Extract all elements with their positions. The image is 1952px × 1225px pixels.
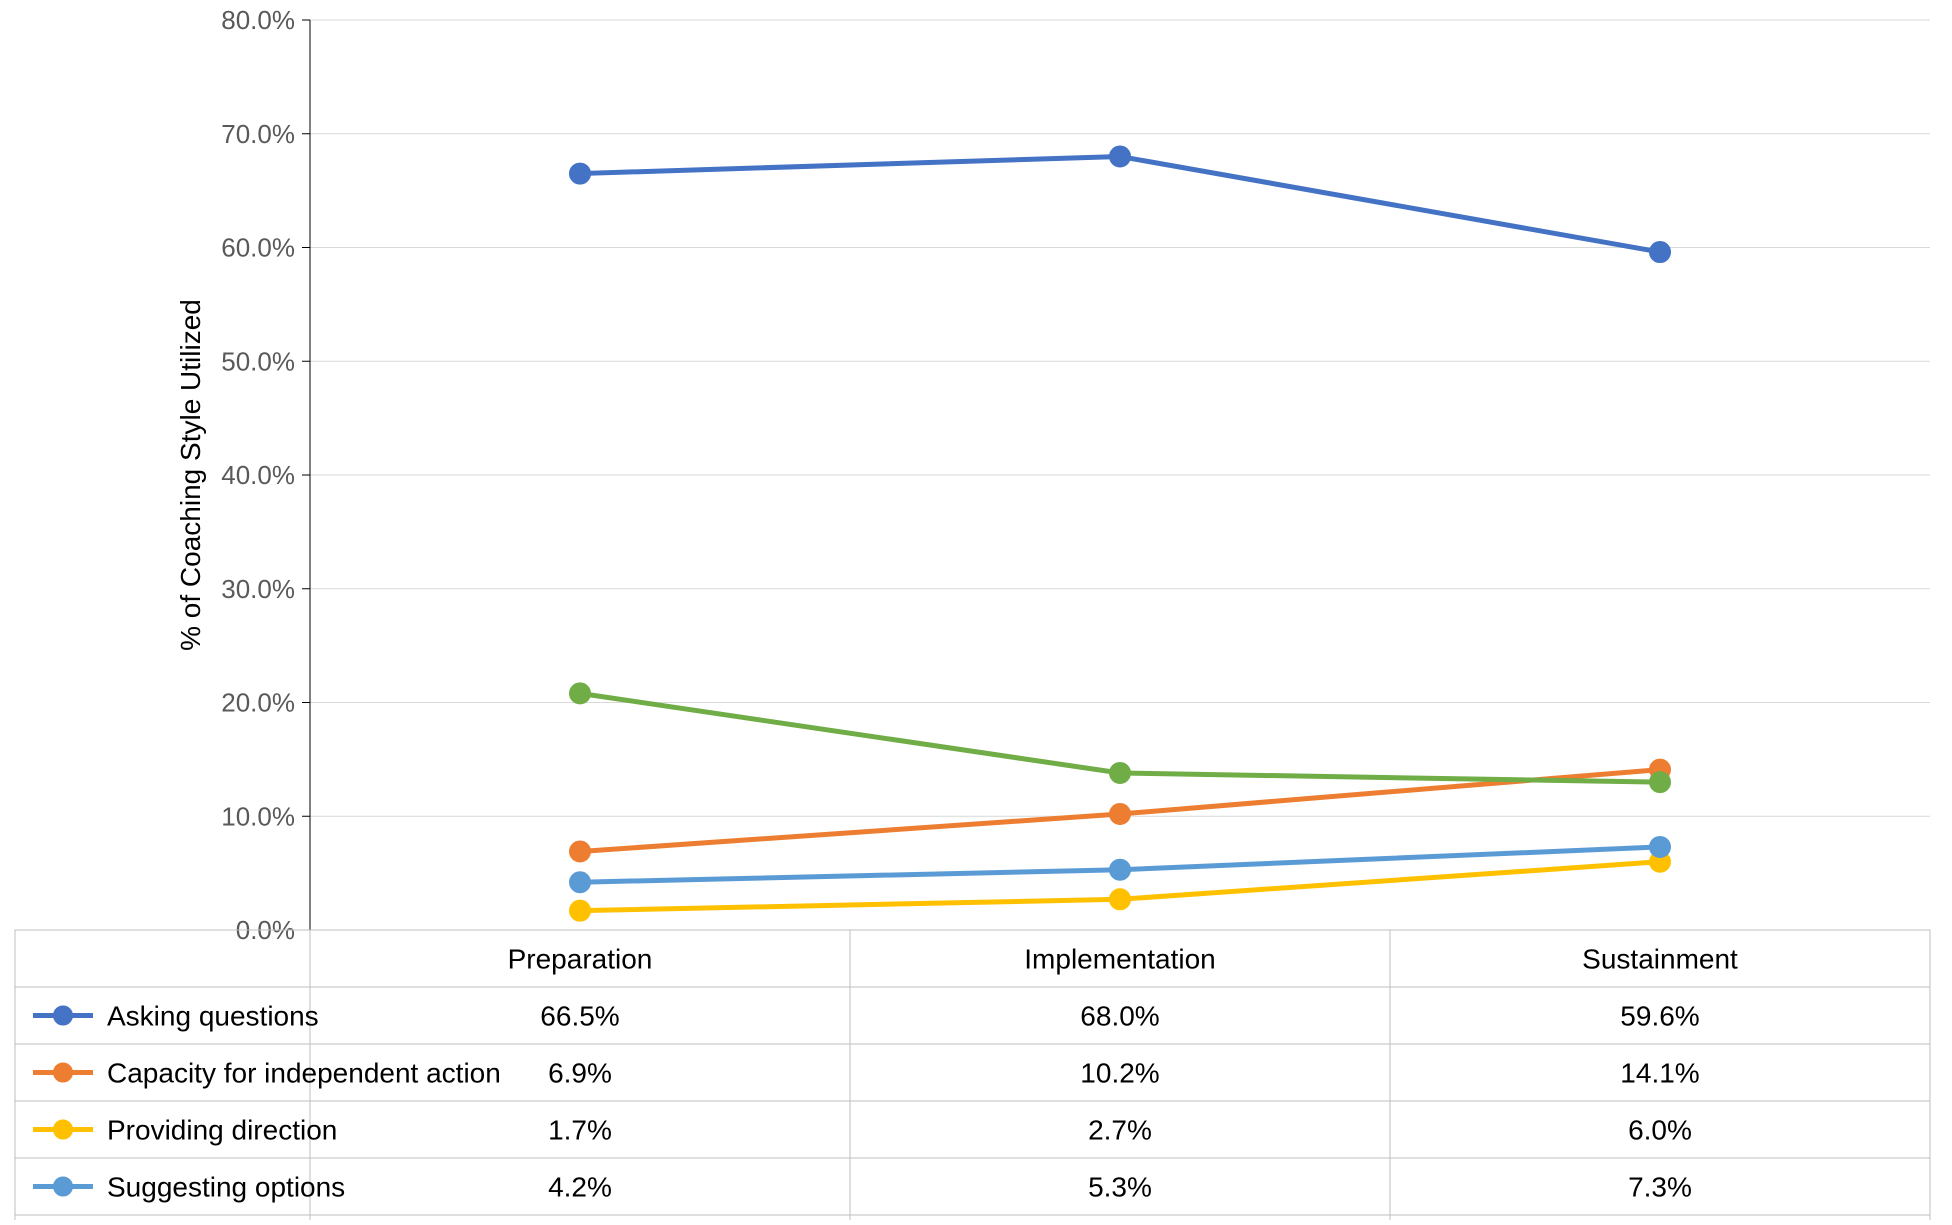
table-cell-value: 59.6% — [1620, 1001, 1699, 1032]
ytick-label: 80.0% — [221, 5, 295, 35]
ytick-label: 20.0% — [221, 688, 295, 718]
category-label: Implementation — [1024, 944, 1215, 975]
ytick-label: 60.0% — [221, 233, 295, 263]
table-cell-value: 6.9% — [548, 1058, 612, 1089]
legend-swatch-marker — [54, 1064, 72, 1082]
table-cell-value: 6.0% — [1628, 1115, 1692, 1146]
table-cell-value: 1.7% — [548, 1115, 612, 1146]
series-marker — [1110, 763, 1130, 783]
ytick-label: 40.0% — [221, 460, 295, 490]
ytick-label: 10.0% — [221, 801, 295, 831]
table-cell-value: 2.7% — [1088, 1115, 1152, 1146]
ytick-label: 50.0% — [221, 346, 295, 376]
series-marker — [570, 901, 590, 921]
series-marker — [1110, 889, 1130, 909]
legend-swatch-marker — [54, 1007, 72, 1025]
legend-label: Capacity for independent action — [107, 1058, 501, 1089]
table-cell-value: 7.3% — [1628, 1172, 1692, 1203]
legend-label: Providing direction — [107, 1115, 337, 1146]
y-axis-label: % of Coaching Style Utilized — [175, 299, 206, 651]
chart-bg — [0, 0, 1952, 1220]
chart-figure: { "chart": { "type": "line-with-markers"… — [0, 0, 1952, 1220]
legend-label: Suggesting options — [107, 1172, 345, 1203]
legend-label: Asking questions — [107, 1001, 319, 1032]
series-marker — [1650, 242, 1670, 262]
table-cell-value: 5.3% — [1088, 1172, 1152, 1203]
series-marker — [1650, 837, 1670, 857]
table-cell-value: 4.2% — [548, 1172, 612, 1203]
legend-swatch-marker — [54, 1178, 72, 1196]
series-marker — [570, 683, 590, 703]
ytick-label: 70.0% — [221, 119, 295, 149]
table-cell-value: 66.5% — [540, 1001, 619, 1032]
ytick-label: 30.0% — [221, 574, 295, 604]
chart-svg: 0.0%10.0%20.0%30.0%40.0%50.0%60.0%70.0%8… — [0, 0, 1952, 1220]
table-cell-value: 14.1% — [1620, 1058, 1699, 1089]
series-marker — [570, 842, 590, 862]
category-label: Sustainment — [1582, 944, 1738, 975]
series-marker — [1110, 147, 1130, 167]
series-marker — [1110, 804, 1130, 824]
legend-swatch-marker — [54, 1121, 72, 1139]
series-marker — [570, 872, 590, 892]
table-cell-value: 68.0% — [1080, 1001, 1159, 1032]
series-marker — [570, 164, 590, 184]
series-marker — [1650, 772, 1670, 792]
series-marker — [1110, 860, 1130, 880]
table-cell-value: 10.2% — [1080, 1058, 1159, 1089]
category-label: Preparation — [508, 944, 653, 975]
